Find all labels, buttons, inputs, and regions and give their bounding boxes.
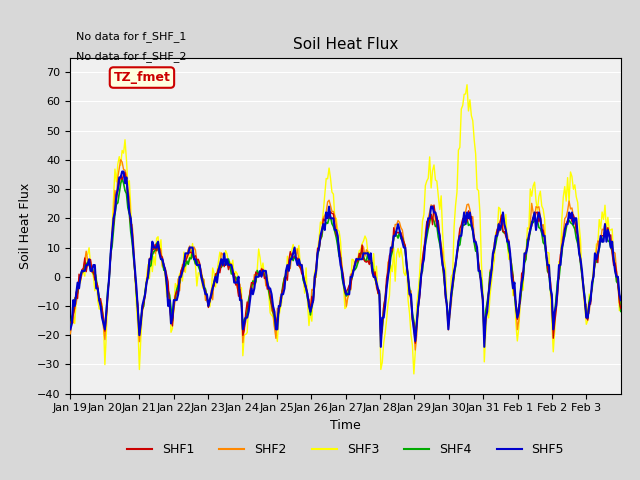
Text: No data for f_SHF_2: No data for f_SHF_2 [76, 51, 186, 62]
Text: TZ_fmet: TZ_fmet [113, 71, 170, 84]
X-axis label: Time: Time [330, 419, 361, 432]
Y-axis label: Soil Heat Flux: Soil Heat Flux [19, 182, 31, 269]
Title: Soil Heat Flux: Soil Heat Flux [293, 37, 398, 52]
Legend: SHF1, SHF2, SHF3, SHF4, SHF5: SHF1, SHF2, SHF3, SHF4, SHF5 [122, 438, 569, 461]
Text: No data for f_SHF_1: No data for f_SHF_1 [76, 31, 186, 42]
